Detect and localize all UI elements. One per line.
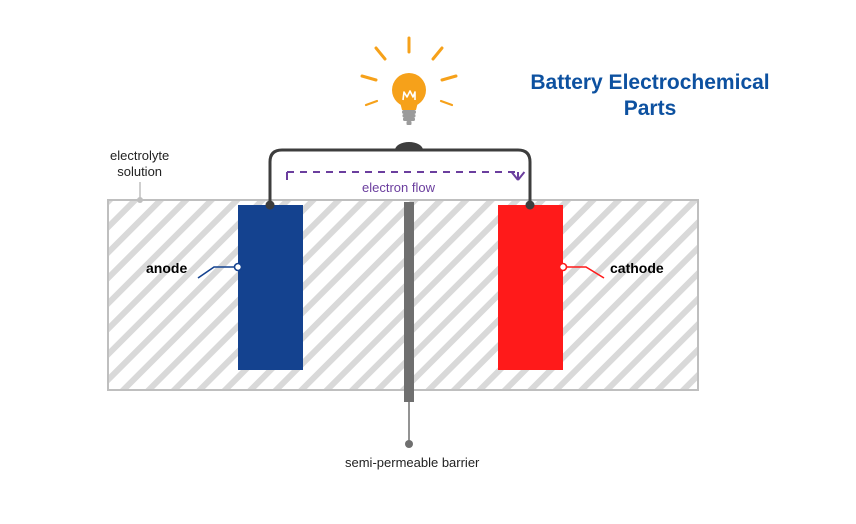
label-barrier: semi-permeable barrier: [345, 455, 479, 470]
pointer-barrier: [405, 402, 413, 448]
label-electrolyte-l2: solution: [117, 164, 162, 179]
anode-electrode: [238, 205, 303, 370]
electrolyte-container: [108, 200, 698, 390]
diagram-stage: Battery Electrochemical Parts electrolyt…: [0, 0, 856, 524]
semi-permeable-barrier: [404, 202, 414, 402]
label-electron-flow: electron flow: [362, 180, 435, 195]
wire-node-right: [526, 201, 535, 210]
label-electrolyte: electrolyte solution: [110, 148, 169, 179]
title-line-1: Battery Electrochemical: [530, 71, 769, 94]
cathode-electrode: [498, 205, 563, 370]
electron-flow-arrow: [287, 172, 524, 180]
pointer-electrolyte: [137, 182, 143, 203]
label-electrolyte-l1: electrolyte: [110, 148, 169, 163]
circuit-wire: [270, 150, 530, 205]
bulb-socket-icon: [395, 142, 423, 150]
diagram-title: Battery Electrochemical Parts: [520, 70, 780, 123]
title-line-2: Parts: [624, 97, 677, 120]
light-bulb-icon: [362, 38, 456, 125]
wire-node-left: [266, 201, 275, 210]
label-anode: anode: [146, 260, 187, 276]
label-cathode: cathode: [610, 260, 664, 276]
